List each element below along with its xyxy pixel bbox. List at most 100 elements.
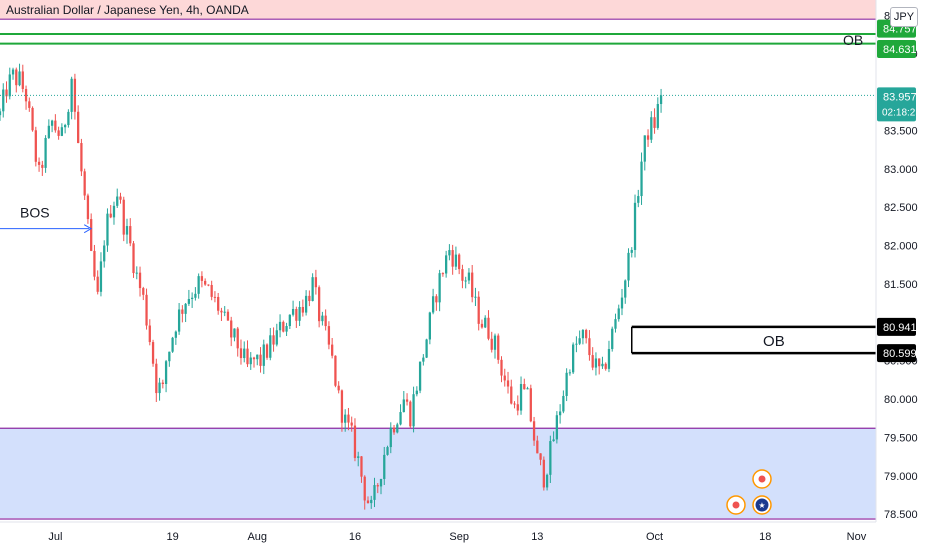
candle: [99, 261, 103, 292]
candle: [347, 414, 350, 423]
candle: [536, 440, 539, 454]
candle: [223, 311, 226, 313]
candle: [256, 354, 259, 360]
candle: [555, 415, 559, 440]
candle: [643, 135, 646, 162]
event-dot-icon: [732, 501, 740, 509]
candle: [428, 312, 431, 340]
candle: [425, 339, 428, 358]
candle: [640, 161, 643, 197]
candle: [510, 386, 513, 404]
candle: [41, 164, 44, 168]
time-tick-label: 13: [531, 531, 543, 543]
zone-resistance: [0, 0, 876, 20]
candle: [171, 337, 174, 352]
candle: [529, 388, 532, 422]
candle: [112, 205, 116, 218]
candle: [67, 111, 70, 126]
last-price-bg: [877, 87, 916, 122]
candle: [15, 69, 18, 86]
candle: [572, 344, 575, 373]
candle: [129, 226, 132, 244]
candle: [438, 273, 441, 303]
time-tick-label: 16: [349, 531, 361, 543]
candle: [344, 414, 347, 423]
candle: [500, 359, 503, 376]
candle: [493, 335, 497, 350]
candle: [304, 295, 308, 313]
candle: [617, 308, 620, 320]
candle: [18, 71, 21, 86]
candle: [77, 111, 80, 144]
currency-button[interactable]: JPY: [890, 7, 918, 27]
price-axis-bg: [877, 0, 932, 550]
candle: [324, 315, 327, 327]
candle: [402, 399, 405, 413]
candle: [480, 323, 484, 328]
candle: [497, 335, 500, 360]
candle: [246, 348, 249, 365]
candle: [526, 388, 529, 390]
candle: [230, 320, 233, 338]
candle: [405, 399, 409, 402]
candle: [151, 342, 155, 364]
candle: [376, 485, 379, 487]
candle: [558, 411, 562, 416]
candle: [275, 330, 278, 345]
candle: [73, 78, 77, 112]
candle: [44, 137, 47, 168]
candle: [399, 412, 402, 425]
candle: [633, 202, 637, 250]
candle: [607, 349, 611, 369]
candle: [119, 196, 122, 200]
candle: [31, 107, 34, 131]
ob-price-label: 84.631: [883, 44, 917, 56]
candle: [190, 297, 194, 299]
candle: [519, 384, 523, 411]
candle: [80, 143, 83, 172]
candle: [581, 330, 585, 339]
candle: [239, 348, 243, 359]
chart-title: Australian Dollar / Japanese Yen, 4h, OA…: [6, 3, 249, 17]
candle: [8, 74, 11, 97]
candle: [34, 130, 37, 162]
time-tick-label: Sep: [449, 531, 469, 543]
candle: [490, 338, 493, 350]
candle: [373, 485, 376, 500]
candle: [181, 309, 184, 314]
time-tick-label: Nov: [847, 531, 867, 543]
candle: [168, 351, 171, 362]
candle: [422, 357, 425, 362]
candle: [0, 111, 2, 116]
candle: [21, 71, 24, 89]
candle: [588, 338, 591, 356]
price-tick-label: 81.500: [884, 279, 918, 291]
candle: [601, 363, 604, 367]
candle: [161, 382, 164, 385]
candle: [646, 135, 650, 140]
candle: [340, 390, 344, 423]
candle: [272, 335, 275, 345]
bos-arrow-head: [83, 224, 93, 234]
candle: [360, 456, 363, 477]
candle: [207, 284, 210, 286]
candle: [226, 311, 230, 321]
bos-label: BOS: [20, 205, 50, 221]
candle: [337, 385, 340, 391]
candle: [210, 284, 213, 297]
candle: [314, 277, 318, 288]
candle: [327, 326, 331, 345]
candle: [448, 250, 451, 256]
price-tick-label: 82.500: [884, 202, 918, 214]
candle: [301, 306, 304, 313]
candle: [288, 314, 291, 327]
candle: [353, 425, 357, 458]
candle: [321, 315, 324, 322]
candle: [298, 306, 301, 321]
candle: [50, 120, 54, 126]
candle: [148, 325, 151, 343]
candle: [542, 459, 545, 488]
candle: [454, 254, 458, 267]
candle: [386, 447, 389, 455]
